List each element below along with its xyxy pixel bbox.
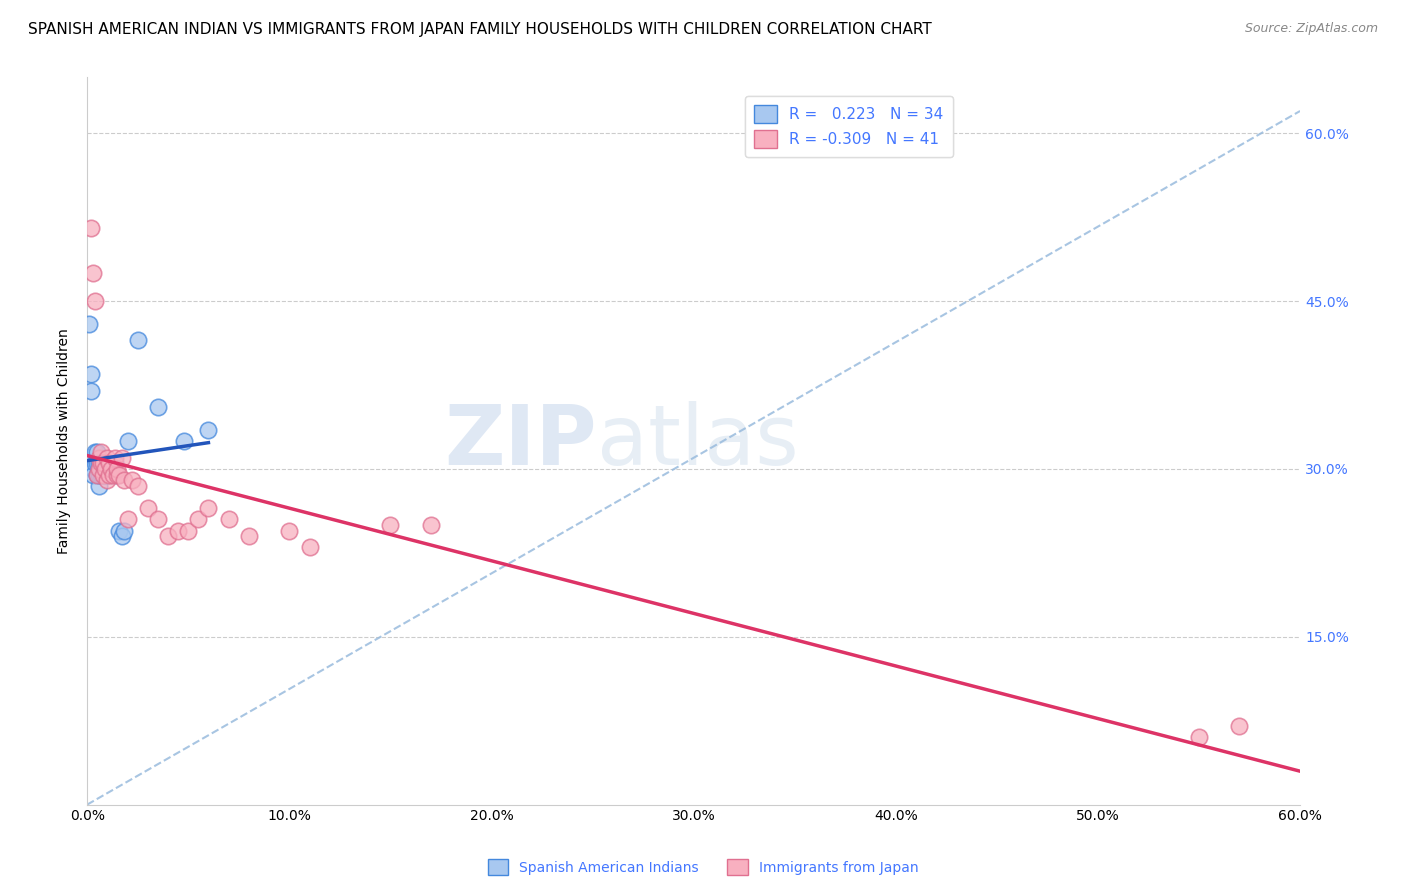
Point (86, 445, 108, 459)
Point (84, 457, 107, 471)
Point (197, 423, 219, 437)
Point (104, 457, 127, 471)
Point (82, 467, 104, 482)
Point (197, 501, 219, 516)
Point (90, 445, 112, 459)
Point (127, 479, 149, 493)
Point (86, 467, 108, 482)
Point (1229, 719, 1251, 733)
Point (110, 529, 132, 543)
Point (278, 524, 301, 538)
Point (94, 462, 117, 476)
Point (82, 266, 104, 280)
Point (380, 517, 402, 532)
Point (108, 524, 131, 538)
Text: Source: ZipAtlas.com: Source: ZipAtlas.com (1244, 22, 1378, 36)
Point (187, 512, 209, 526)
Point (167, 524, 190, 538)
Point (98, 467, 121, 482)
Point (96, 467, 118, 482)
Text: atlas: atlas (596, 401, 799, 482)
Point (89, 467, 111, 482)
Point (80, 221, 103, 235)
Point (108, 467, 131, 482)
Point (94, 467, 117, 482)
Point (112, 524, 135, 538)
Point (298, 541, 321, 555)
Point (96, 473, 118, 487)
Point (146, 401, 169, 415)
Point (238, 529, 260, 543)
Point (100, 462, 122, 476)
Point (84, 445, 107, 459)
Point (107, 467, 129, 482)
Point (1188, 731, 1211, 745)
Point (91, 467, 114, 482)
Point (84, 294, 107, 309)
Point (98, 462, 121, 476)
Point (89, 450, 111, 465)
Point (156, 529, 179, 543)
Point (127, 334, 149, 348)
Point (90, 462, 112, 476)
Point (77, 317, 100, 331)
Point (104, 450, 127, 465)
Point (117, 434, 139, 448)
Point (419, 517, 441, 532)
Point (89, 457, 111, 471)
Point (80, 384, 103, 398)
Point (91, 457, 114, 471)
Point (89, 462, 111, 476)
Point (107, 462, 129, 476)
Point (91, 459, 114, 474)
Point (103, 462, 125, 476)
Point (86, 457, 108, 471)
Point (90, 457, 112, 471)
Point (98, 457, 121, 471)
Point (218, 512, 240, 526)
Point (82, 462, 104, 476)
Point (80, 367, 103, 381)
Point (96, 450, 118, 465)
Legend: R =   0.223   N = 34, R = -0.309   N = 41: R = 0.223 N = 34, R = -0.309 N = 41 (745, 96, 953, 157)
Point (117, 512, 139, 526)
Point (112, 473, 135, 487)
Point (89, 479, 111, 493)
Legend: Spanish American Indians, Immigrants from Japan: Spanish American Indians, Immigrants fro… (482, 854, 924, 880)
Point (91, 467, 114, 482)
Point (103, 467, 125, 482)
Point (146, 512, 169, 526)
Point (173, 434, 195, 448)
Point (100, 467, 122, 482)
Y-axis label: Family Households with Children: Family Households with Children (58, 328, 72, 554)
Point (86, 467, 108, 482)
Point (96, 457, 118, 471)
Text: ZIP: ZIP (444, 401, 596, 482)
Point (94, 462, 117, 476)
Point (177, 524, 200, 538)
Point (90, 467, 112, 482)
Point (107, 467, 129, 482)
Point (136, 501, 159, 516)
Point (121, 473, 143, 487)
Point (110, 450, 132, 465)
Text: SPANISH AMERICAN INDIAN VS IMMIGRANTS FROM JAPAN FAMILY HOUSEHOLDS WITH CHILDREN: SPANISH AMERICAN INDIAN VS IMMIGRANTS FR… (28, 22, 932, 37)
